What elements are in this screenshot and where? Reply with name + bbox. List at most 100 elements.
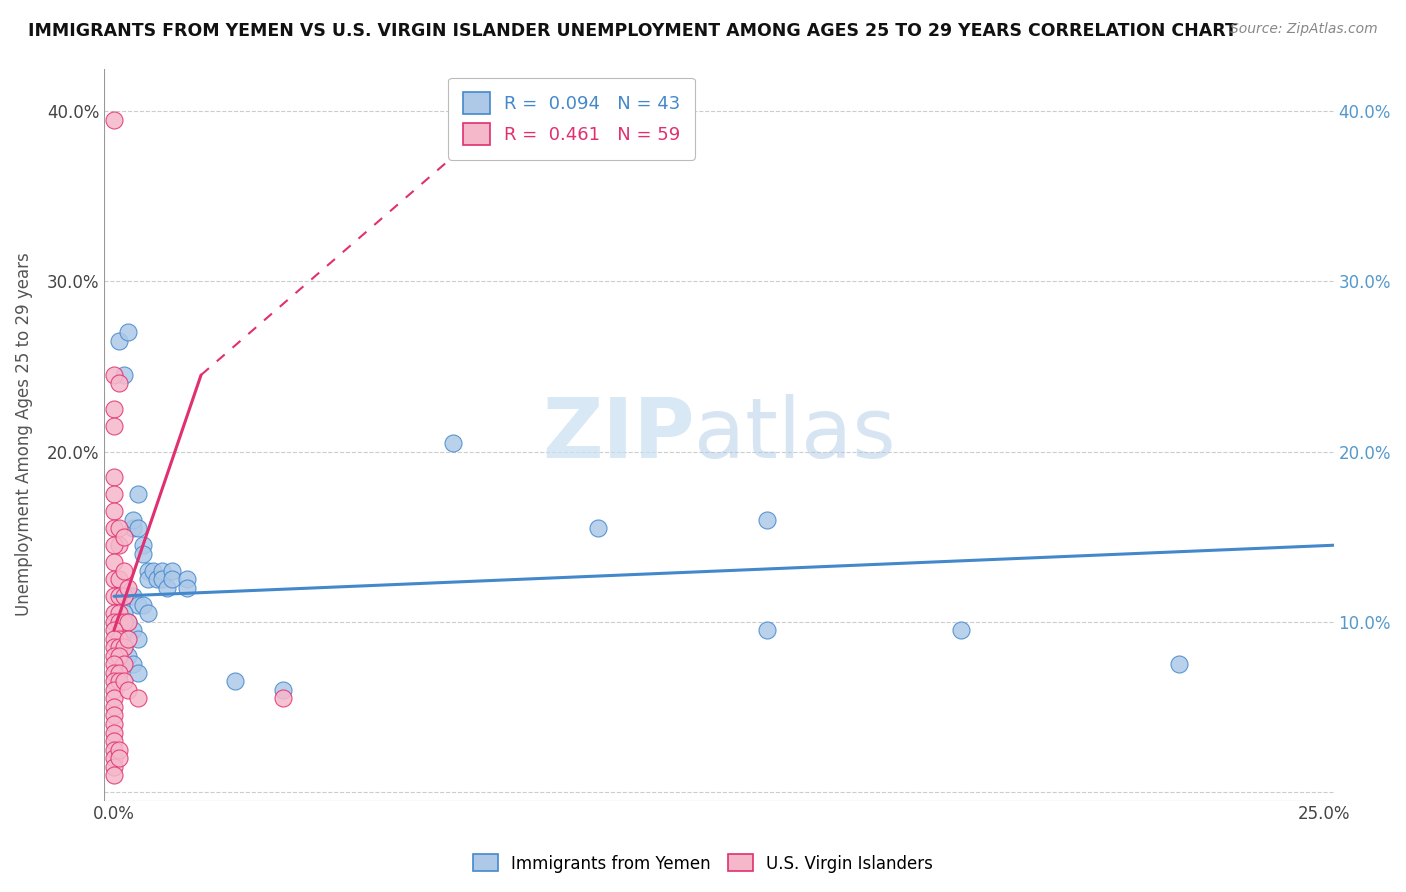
Point	[103, 632, 125, 646]
Point	[103, 521, 125, 535]
Point	[103, 615, 125, 629]
Point	[136, 564, 159, 578]
Text: ZIP: ZIP	[541, 394, 695, 475]
Point	[150, 572, 173, 586]
Point	[103, 470, 125, 484]
Point	[103, 590, 125, 604]
Point	[112, 590, 135, 604]
Point	[103, 572, 125, 586]
Point	[112, 657, 135, 672]
Point	[103, 674, 125, 689]
Point	[146, 572, 169, 586]
Point	[103, 708, 125, 723]
Point	[103, 640, 125, 655]
Point	[103, 717, 125, 731]
Point	[103, 555, 125, 569]
Point	[103, 691, 125, 706]
Point	[160, 572, 183, 586]
Point	[103, 734, 125, 748]
Point	[112, 530, 135, 544]
Point	[103, 538, 125, 552]
Point	[160, 564, 183, 578]
Point	[132, 598, 155, 612]
Point	[156, 581, 179, 595]
Point	[107, 742, 129, 756]
Point	[103, 648, 125, 663]
Point	[176, 581, 198, 595]
Point	[586, 521, 609, 535]
Point	[127, 521, 149, 535]
Point	[132, 547, 155, 561]
Point	[127, 487, 149, 501]
Point	[273, 682, 295, 697]
Point	[103, 402, 125, 417]
Point	[103, 624, 125, 638]
Point	[117, 632, 139, 646]
Point	[103, 657, 125, 672]
Point	[103, 504, 125, 518]
Point	[122, 521, 145, 535]
Point	[150, 564, 173, 578]
Point	[107, 572, 129, 586]
Point	[117, 326, 139, 340]
Point	[112, 607, 135, 621]
Point	[107, 376, 129, 391]
Point	[127, 665, 149, 680]
Point	[756, 513, 779, 527]
Point	[112, 368, 135, 382]
Point	[117, 615, 139, 629]
Text: Source: ZipAtlas.com: Source: ZipAtlas.com	[1230, 22, 1378, 37]
Text: IMMIGRANTS FROM YEMEN VS U.S. VIRGIN ISLANDER UNEMPLOYMENT AMONG AGES 25 TO 29 Y: IMMIGRANTS FROM YEMEN VS U.S. VIRGIN ISL…	[28, 22, 1237, 40]
Point	[103, 665, 125, 680]
Point	[103, 759, 125, 773]
Legend: Immigrants from Yemen, U.S. Virgin Islanders: Immigrants from Yemen, U.S. Virgin Islan…	[467, 847, 939, 880]
Point	[107, 665, 129, 680]
Point	[142, 564, 165, 578]
Y-axis label: Unemployment Among Ages 25 to 29 years: Unemployment Among Ages 25 to 29 years	[15, 252, 32, 616]
Point	[117, 682, 139, 697]
Point	[107, 607, 129, 621]
Point	[103, 112, 125, 127]
Point	[117, 581, 139, 595]
Point	[112, 564, 135, 578]
Text: atlas: atlas	[695, 394, 896, 475]
Point	[127, 632, 149, 646]
Point	[103, 700, 125, 714]
Point	[176, 572, 198, 586]
Point	[107, 640, 129, 655]
Point	[107, 334, 129, 348]
Point	[107, 674, 129, 689]
Point	[103, 725, 125, 739]
Point	[112, 590, 135, 604]
Point	[122, 624, 145, 638]
Point	[949, 624, 972, 638]
Point	[122, 513, 145, 527]
Point	[107, 538, 129, 552]
Point	[103, 768, 125, 782]
Point	[112, 674, 135, 689]
Point	[103, 682, 125, 697]
Point	[103, 419, 125, 434]
Point	[136, 607, 159, 621]
Point	[122, 657, 145, 672]
Legend: R =  0.094   N = 43, R =  0.461   N = 59: R = 0.094 N = 43, R = 0.461 N = 59	[449, 78, 695, 160]
Point	[107, 615, 129, 629]
Point	[103, 368, 125, 382]
Point	[756, 624, 779, 638]
Point	[273, 691, 295, 706]
Point	[107, 751, 129, 765]
Point	[1167, 657, 1189, 672]
Point	[103, 751, 125, 765]
Point	[107, 521, 129, 535]
Point	[103, 742, 125, 756]
Point	[112, 640, 135, 655]
Point	[117, 648, 139, 663]
Point	[112, 615, 135, 629]
Point	[127, 691, 149, 706]
Point	[224, 674, 246, 689]
Point	[112, 640, 135, 655]
Point	[441, 436, 464, 450]
Point	[132, 538, 155, 552]
Point	[117, 615, 139, 629]
Point	[107, 590, 129, 604]
